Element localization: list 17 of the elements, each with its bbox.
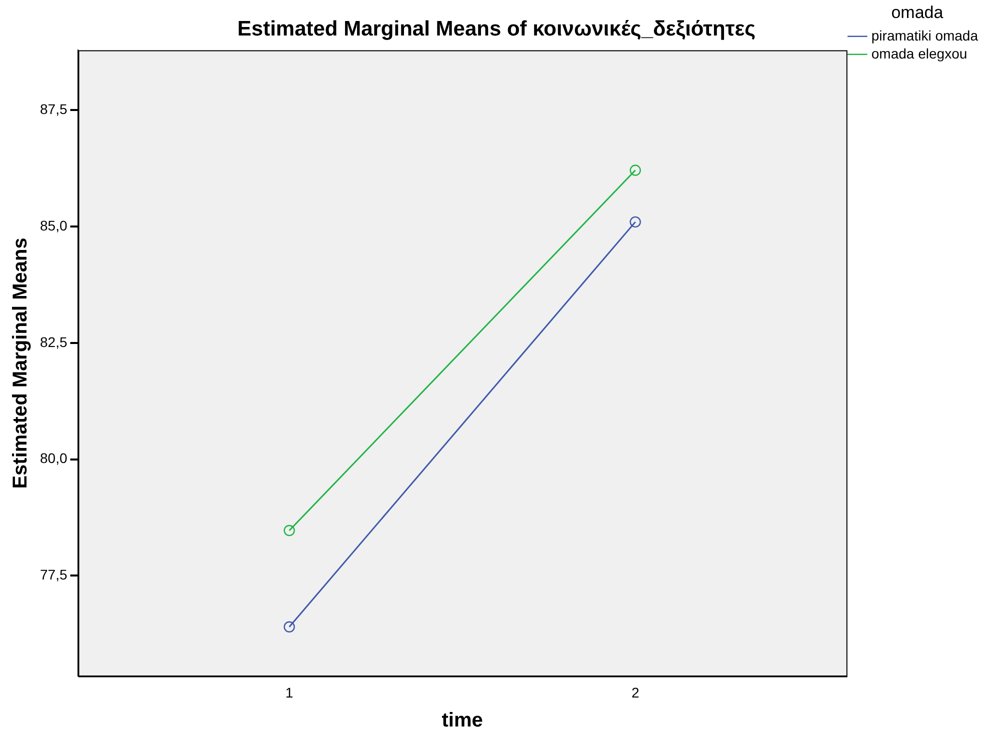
point <box>630 216 641 228</box>
x-tick-label: 2 <box>631 684 640 700</box>
x-axis-title: time <box>442 710 483 732</box>
chart-title: Estimated Marginal Means of κοινωνικές_δεξιότητες <box>237 17 756 40</box>
legend-label: omada elegxou <box>871 45 968 62</box>
legend-label: piramatiki omada <box>871 27 978 44</box>
y-tick-label: 87,5 <box>40 101 68 118</box>
x-tick-label: 1 <box>285 684 294 700</box>
y-tick-label: 77,5 <box>40 566 68 583</box>
y-tick-label: 80,0 <box>40 450 68 466</box>
legend-title: omada <box>891 3 944 22</box>
y-tick-label: 82,5 <box>40 334 68 350</box>
point <box>284 621 295 632</box>
point <box>284 524 295 536</box>
y-axis-title: Estimated Marginal Means <box>10 238 32 489</box>
point <box>630 164 641 176</box>
y-tick-label: 85,0 <box>40 217 68 234</box>
